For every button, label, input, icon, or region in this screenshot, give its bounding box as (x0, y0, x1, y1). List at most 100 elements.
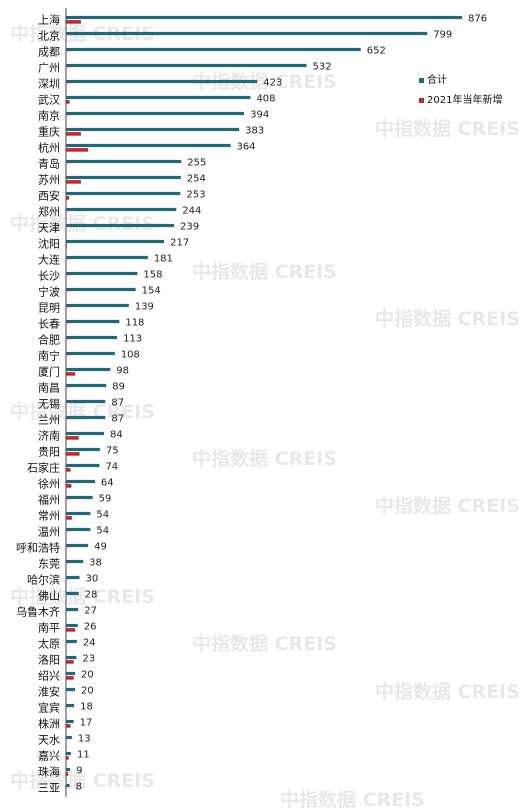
bar-total (66, 463, 100, 468)
data-label: 74 (105, 462, 118, 473)
category-label: 株洲 (38, 717, 60, 731)
category-label: 济南 (38, 429, 60, 443)
legend-label: 2021年当年新增 (427, 93, 502, 106)
watermark: 中指数据 CREIS (192, 632, 337, 655)
bar-total (66, 783, 70, 788)
bar-total (66, 287, 136, 292)
bar-new (66, 100, 70, 104)
category-label: 贵阳 (38, 446, 60, 459)
data-label: 217 (170, 238, 189, 249)
bar-total (66, 15, 462, 20)
bar-total (66, 447, 100, 452)
bar-total (66, 623, 78, 628)
bar-total (66, 303, 129, 308)
bar-total (66, 751, 71, 756)
bar-total (66, 527, 91, 532)
data-label: 20 (81, 670, 94, 681)
bar-total (66, 79, 258, 84)
legend: 合计 2021年当年新增 (419, 73, 502, 106)
bar-new (66, 468, 71, 472)
data-label: 876 (468, 14, 487, 25)
category-label: 武汉 (38, 94, 60, 107)
data-label: 87 (111, 414, 124, 425)
category-label: 温州 (38, 526, 60, 539)
bar-new (66, 628, 76, 632)
category-label: 青岛 (38, 157, 60, 171)
data-label: 254 (187, 174, 206, 185)
category-label: 东莞 (38, 558, 60, 571)
bar-total (66, 607, 79, 612)
data-label: 30 (86, 574, 99, 585)
bar-total (66, 703, 75, 708)
data-label: 364 (237, 142, 256, 153)
data-label: 244 (182, 206, 201, 217)
bar-total (66, 351, 115, 356)
bar-total (66, 63, 307, 68)
data-label: 799 (433, 30, 452, 41)
watermark: 中指数据 CREIS (10, 769, 155, 792)
bar-total (66, 719, 74, 724)
data-label: 255 (187, 158, 206, 169)
bar-total (66, 399, 106, 404)
category-label: 宜宾 (38, 701, 60, 715)
category-label: 乌鲁木齐 (16, 605, 60, 619)
bar-total (66, 191, 181, 196)
category-label: 沈阳 (38, 237, 60, 251)
category-label: 石家庄 (27, 461, 60, 475)
bar-new (66, 676, 74, 680)
watermark: 中指数据 CREIS (192, 447, 337, 470)
bar-total (66, 159, 182, 164)
bar-total (66, 335, 118, 340)
category-label: 呼和浩特 (16, 541, 60, 555)
data-label: 20 (81, 686, 94, 697)
watermark: 中指数据 CREIS (192, 260, 337, 283)
data-label: 89 (112, 382, 125, 393)
data-label: 394 (250, 110, 269, 121)
category-label: 三亚 (38, 782, 60, 795)
category-label: 绍兴 (38, 669, 60, 683)
bar-total (66, 655, 77, 660)
bar-new (66, 436, 79, 440)
bar-total (66, 255, 148, 260)
bar-total (66, 383, 107, 388)
category-label: 北京 (38, 29, 60, 43)
legend-swatch (419, 98, 424, 103)
category-label: 南昌 (38, 382, 60, 395)
bar-new (66, 244, 67, 248)
category-label: 杭州 (38, 141, 60, 155)
bar-total (66, 223, 175, 228)
data-label: 17 (80, 718, 93, 729)
data-label: 59 (99, 494, 112, 505)
data-label: 181 (154, 254, 173, 265)
watermark: 中指数据 CREIS (375, 494, 520, 517)
watermark: 中指数据 CREIS (375, 680, 520, 703)
bar-new (66, 660, 74, 664)
data-label: 113 (123, 334, 142, 345)
data-label: 64 (101, 478, 114, 489)
category-label: 南平 (38, 622, 60, 635)
data-label: 532 (312, 62, 331, 73)
bar-new (66, 756, 69, 760)
bar-total (66, 687, 76, 692)
bar-total (66, 175, 181, 180)
watermark: 中指数据 CREIS (280, 788, 425, 810)
data-label: 87 (111, 398, 124, 409)
bar-total (66, 735, 72, 740)
category-label: 上海 (38, 13, 60, 27)
watermark: 中指数据 CREIS (10, 400, 155, 423)
bar-total (66, 319, 120, 324)
category-label: 长沙 (38, 270, 60, 283)
bar-total (66, 671, 76, 676)
bar-new (66, 372, 76, 376)
bar-total (66, 591, 79, 596)
category-label: 哈尔滨 (27, 573, 60, 587)
bar-new (66, 516, 72, 520)
data-label: 98 (116, 366, 129, 377)
category-label: 天津 (38, 222, 60, 235)
category-label: 太原 (38, 638, 60, 651)
data-label: 54 (96, 510, 109, 521)
bar-new (66, 452, 80, 456)
category-label: 天水 (38, 734, 60, 747)
bar-new (66, 20, 81, 24)
